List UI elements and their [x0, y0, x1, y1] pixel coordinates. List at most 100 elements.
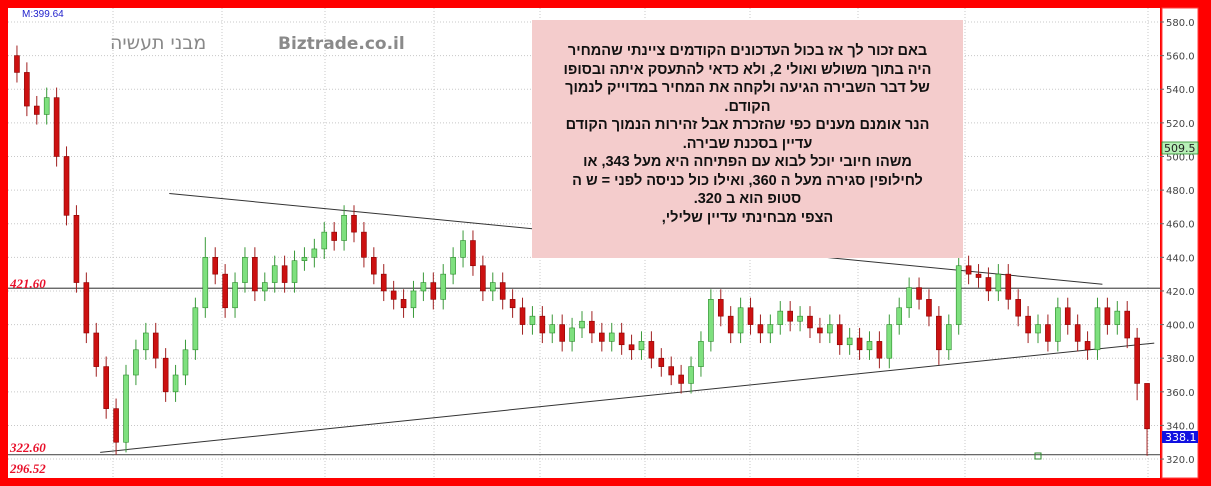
candle	[371, 247, 377, 285]
candle	[638, 331, 645, 360]
candle-body	[232, 282, 238, 309]
candle-body	[589, 320, 595, 334]
candle	[549, 314, 556, 344]
candle	[1104, 297, 1111, 335]
candle	[1074, 314, 1081, 352]
candle-body	[410, 290, 417, 309]
candle	[777, 301, 784, 335]
candle-body	[569, 327, 575, 342]
candle-body	[658, 357, 665, 367]
candle	[489, 272, 496, 302]
candle	[499, 272, 506, 310]
candle	[995, 264, 1002, 302]
candle	[747, 297, 754, 335]
candle	[727, 306, 734, 344]
candle-body	[103, 366, 109, 409]
candle-body	[1124, 310, 1131, 339]
price-tag-upper	[1161, 141, 1199, 155]
candle-body	[1134, 337, 1140, 384]
candle-body	[737, 307, 744, 334]
candle-body	[499, 282, 506, 300]
candle-body	[906, 287, 912, 309]
candle-body	[321, 231, 328, 250]
candle-body	[182, 349, 189, 376]
candle-body	[965, 265, 972, 275]
candle	[569, 317, 575, 352]
stock-name: מבני תעשיה	[110, 32, 206, 54]
candle	[787, 301, 793, 332]
candle-body	[281, 265, 288, 283]
candle-body	[916, 287, 922, 300]
note-line: עדיין בסכנת שבירה.	[682, 135, 813, 152]
candle-body	[618, 332, 625, 346]
candle-body	[1025, 315, 1031, 334]
candle	[1134, 327, 1140, 401]
candle-body	[1055, 307, 1061, 342]
candle	[252, 247, 258, 302]
candle	[331, 222, 337, 251]
candle-body	[896, 307, 903, 325]
candle-body	[291, 260, 298, 283]
candle	[1005, 264, 1012, 310]
candle	[133, 339, 139, 386]
candle	[698, 331, 704, 377]
candle-body	[380, 273, 387, 292]
candle	[1055, 297, 1061, 352]
candle-body	[440, 273, 447, 300]
candle-body	[371, 257, 377, 275]
candle-body	[252, 257, 258, 292]
marker-square	[1034, 452, 1042, 460]
y-tick-label: 440.0	[1166, 253, 1195, 264]
candle	[222, 264, 228, 318]
candle	[688, 356, 694, 394]
bottom-label: 296.52	[9, 461, 46, 476]
candle-body	[767, 324, 774, 334]
candle	[440, 264, 447, 310]
candle-body	[668, 366, 675, 376]
trendline	[100, 342, 1155, 453]
note-line: לחילופין סגירה מעל ה 360, ואילו כול כניס…	[572, 172, 923, 189]
candle	[24, 62, 30, 117]
candle	[797, 306, 803, 332]
y-axis: 580.0 560.0 540.0 520.0 500.0 480.0 460.0 440.0…	[1160, 18, 1195, 466]
candle-body	[1104, 307, 1111, 325]
candle-body	[995, 273, 1002, 292]
candle-body	[14, 55, 20, 73]
candle-body	[757, 324, 764, 334]
candle	[529, 306, 536, 335]
candle	[757, 314, 764, 344]
candle	[658, 348, 665, 377]
candle-body	[827, 324, 833, 334]
candle	[846, 327, 853, 355]
candle-body	[797, 315, 803, 322]
candle	[589, 311, 595, 344]
candle-body	[688, 366, 694, 384]
candle-body	[1005, 273, 1012, 300]
candle	[856, 327, 863, 360]
candle	[1124, 301, 1131, 349]
y-tick-label: 320.0	[1166, 455, 1195, 466]
candle	[152, 322, 159, 369]
candle	[1094, 297, 1101, 360]
candle	[836, 314, 843, 355]
candle	[410, 280, 417, 318]
candle-body	[390, 290, 397, 300]
candle-body	[172, 374, 179, 393]
candle	[460, 230, 466, 268]
candle	[737, 297, 744, 344]
candle-body	[361, 231, 367, 258]
candle-body	[608, 332, 615, 342]
candle	[242, 247, 248, 293]
candle-body	[1074, 324, 1081, 342]
candle	[182, 339, 189, 386]
candle-body	[73, 215, 80, 283]
candle	[470, 230, 476, 276]
candle	[420, 272, 427, 302]
candle-body	[807, 315, 813, 329]
candle	[579, 311, 585, 339]
candle	[926, 289, 932, 327]
candle-body	[341, 215, 347, 241]
candle	[767, 314, 774, 344]
candle-body	[162, 357, 169, 393]
candle-body	[886, 324, 893, 359]
